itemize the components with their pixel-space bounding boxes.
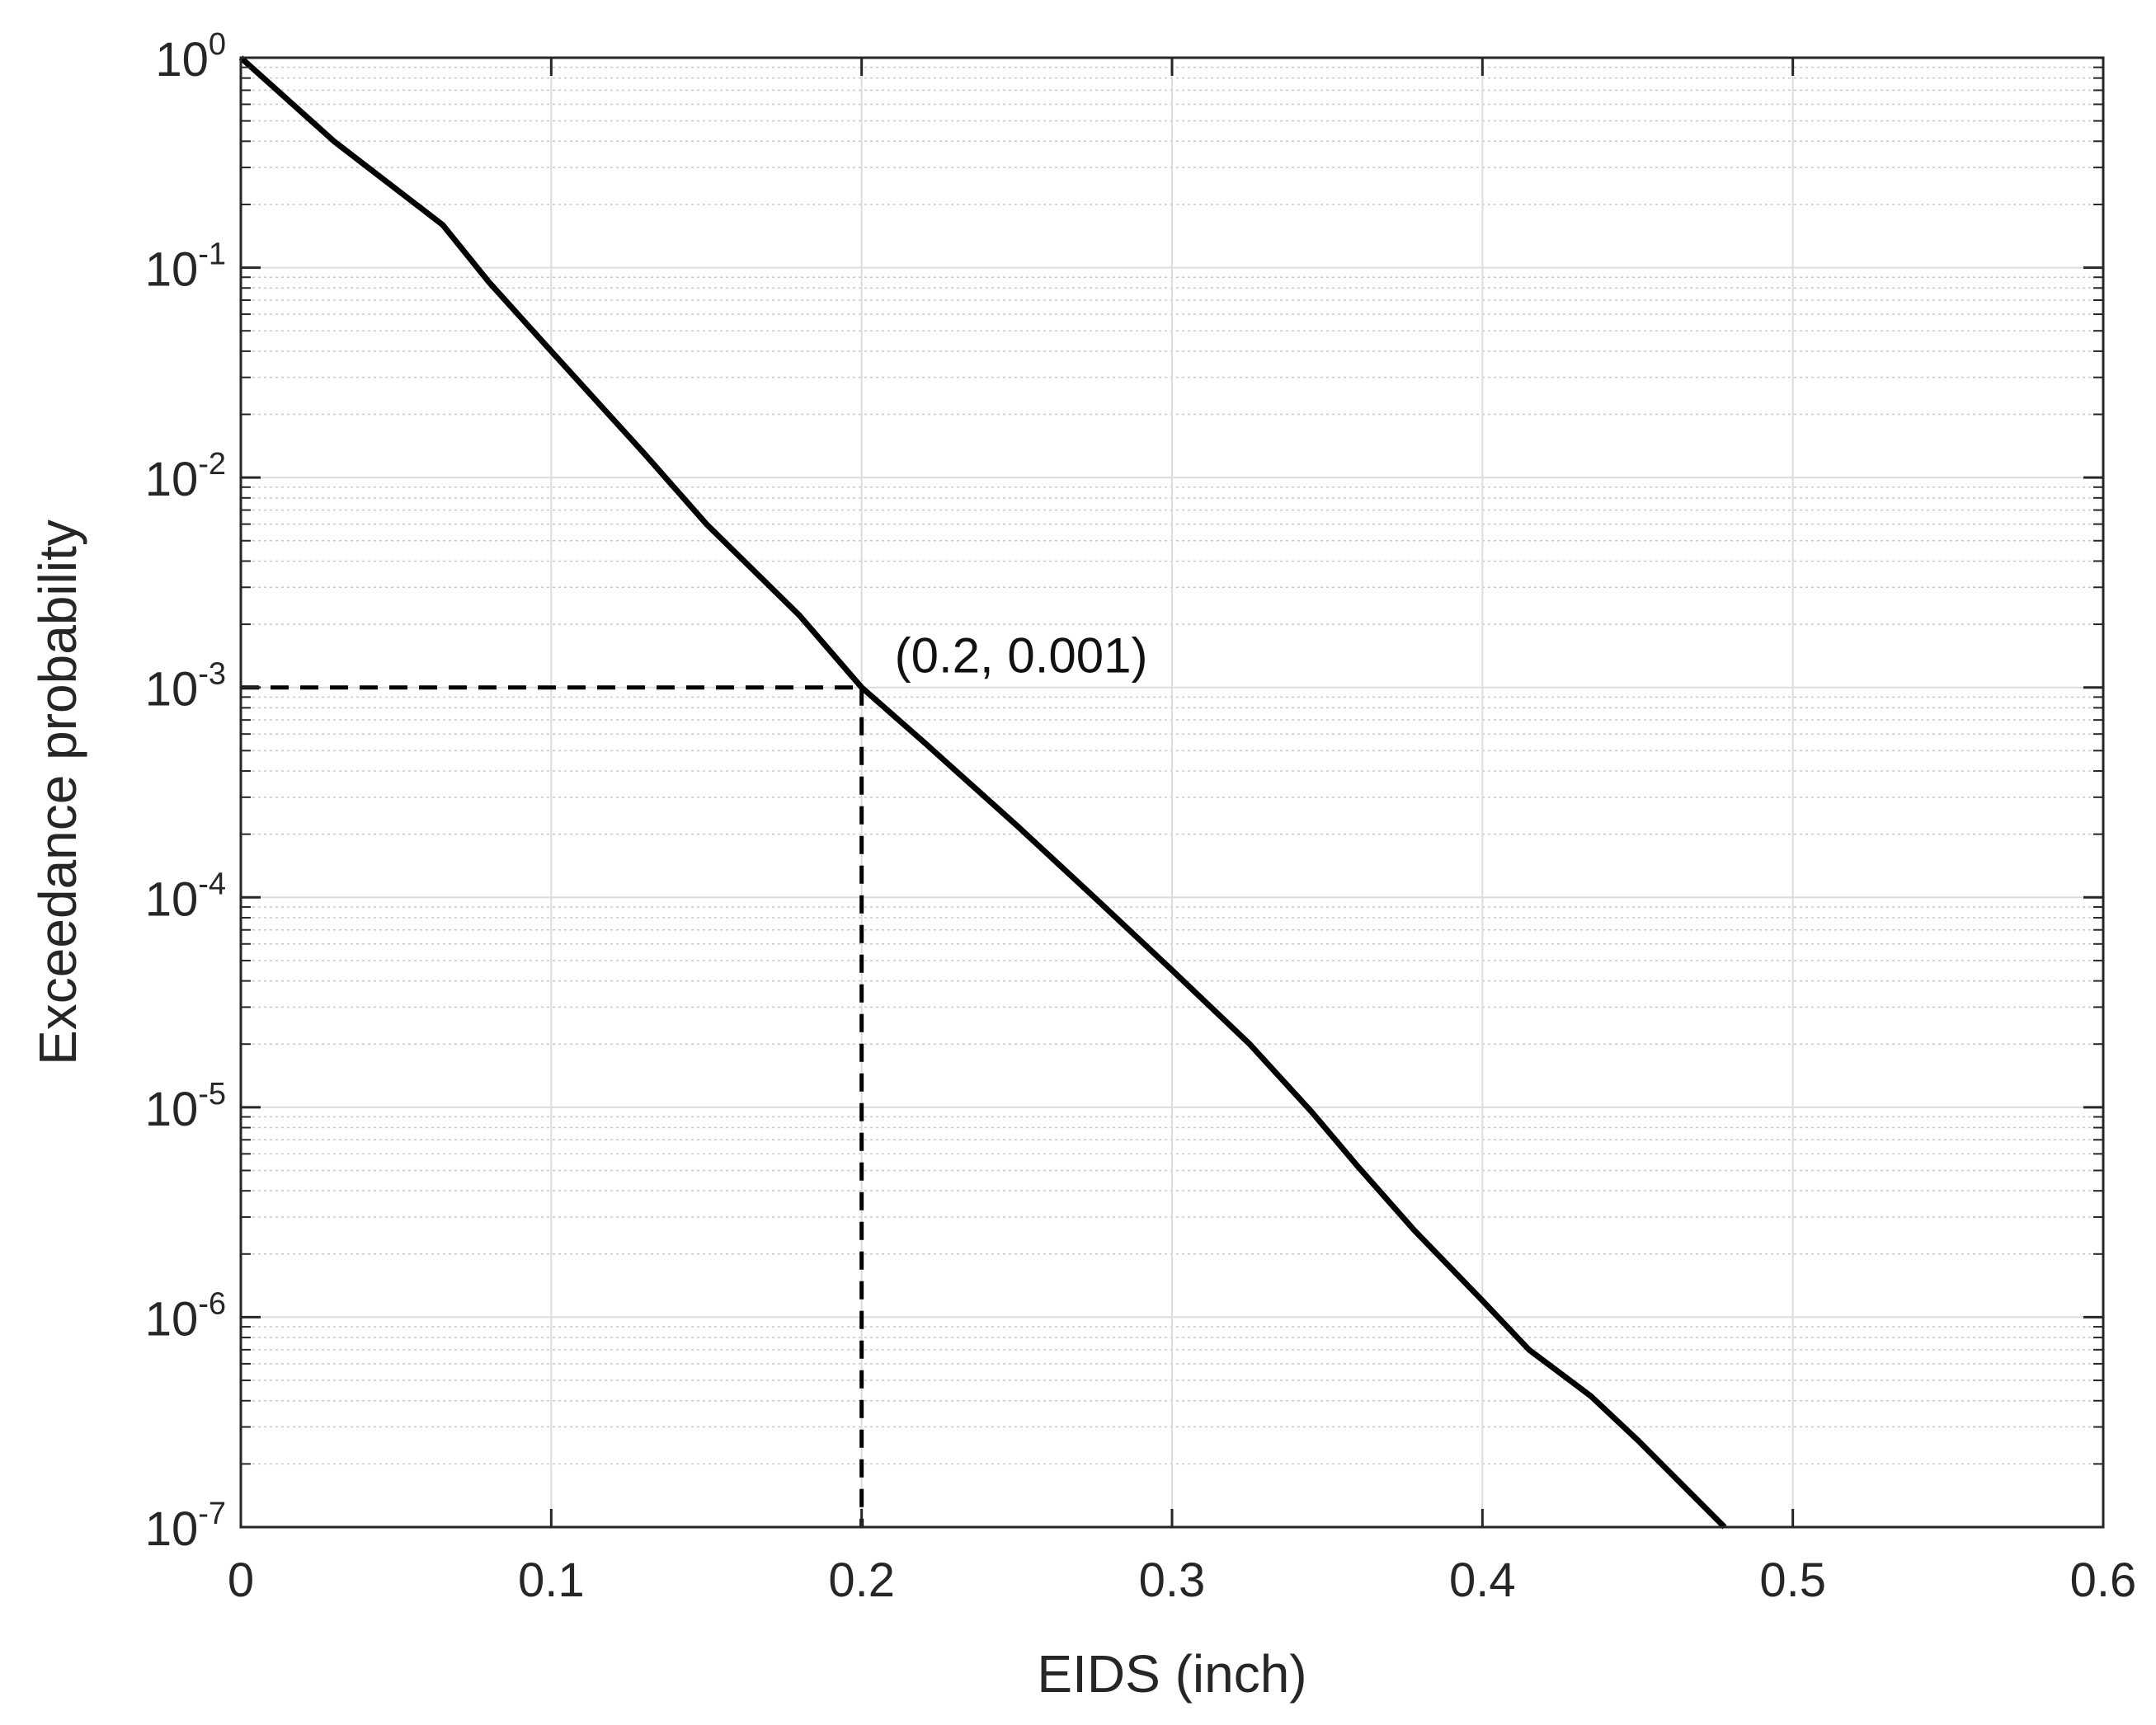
x-tick-label: 0.2 <box>828 1553 895 1607</box>
x-tick-label: 0 <box>228 1553 254 1607</box>
y-tick-labels: 100 10-1 10-2 10-3 10-4 10-5 10-6 10-7 <box>145 27 226 1556</box>
point-annotation: (0.2, 0.001) <box>895 628 1148 684</box>
x-tick-label: 0.1 <box>518 1553 585 1607</box>
x-tick-label: 0.5 <box>1759 1553 1826 1607</box>
y-tick-label: 10-7 <box>145 1497 226 1556</box>
ticks <box>239 56 2105 1529</box>
x-tick-labels: 0 0.1 0.2 0.3 0.4 0.5 0.6 <box>228 1553 2136 1607</box>
reference-lines <box>241 685 864 1527</box>
y-tick-label: 10-5 <box>145 1077 226 1136</box>
x-axis-label: EIDS (inch) <box>1037 1644 1306 1704</box>
y-tick-label: 10-6 <box>145 1286 226 1346</box>
series-layer <box>238 55 1727 1530</box>
series-line <box>238 55 1727 1530</box>
y-tick-label: 10-4 <box>145 867 226 926</box>
y-tick-label: 10-3 <box>145 657 226 717</box>
x-tick-label: 0.3 <box>1139 1553 1206 1607</box>
x-tick-label: 0.6 <box>2070 1553 2137 1607</box>
y-tick-label: 10-2 <box>145 447 226 506</box>
y-tick-label: 10-1 <box>145 237 226 297</box>
y-tick-label: 100 <box>155 27 226 87</box>
y-axis-label: Exceedance probability <box>28 519 87 1065</box>
grid <box>240 57 2104 1528</box>
x-tick-label: 0.4 <box>1449 1553 1516 1607</box>
